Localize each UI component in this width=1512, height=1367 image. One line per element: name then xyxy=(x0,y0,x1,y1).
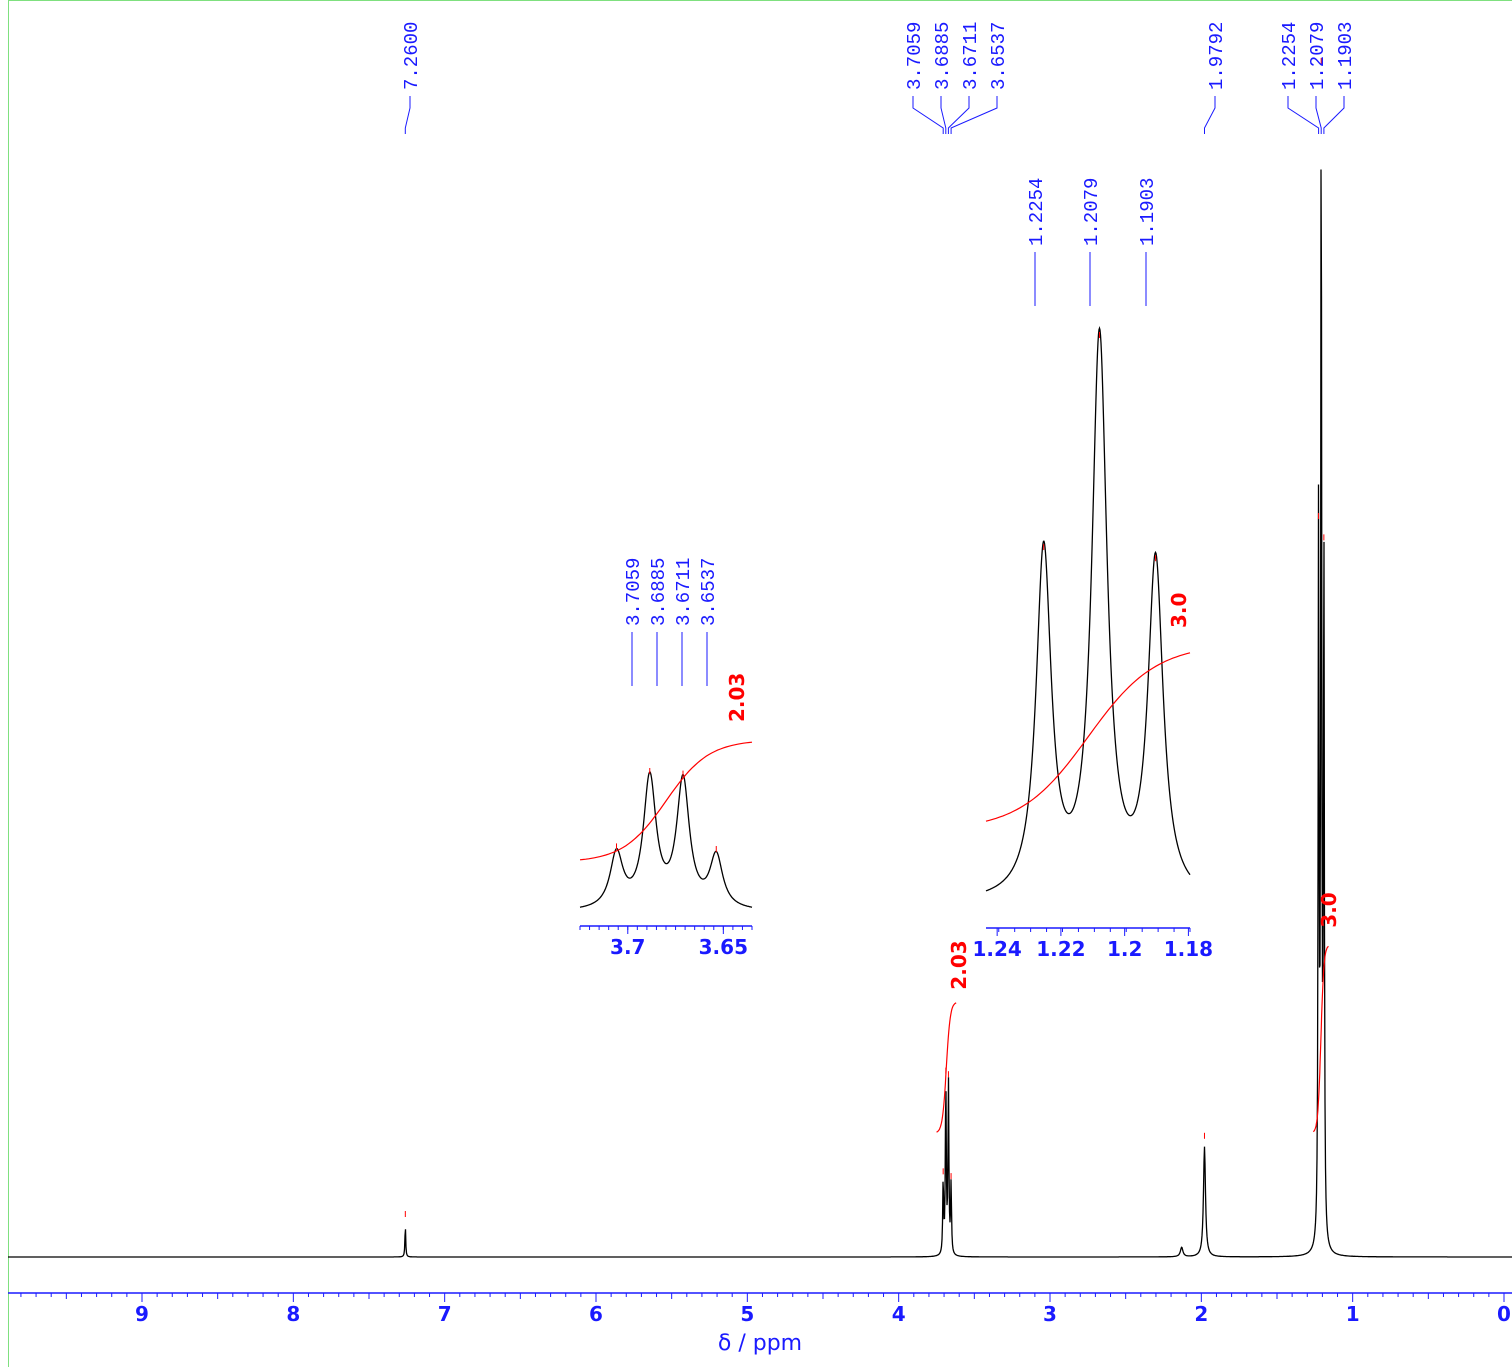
x-tick-label: 0 xyxy=(1497,1302,1511,1326)
x-tick-label: 1 xyxy=(1346,1302,1360,1326)
inset-peak-label: 3.6537 xyxy=(698,558,720,626)
inset-peak-label: 3.7059 xyxy=(623,558,645,626)
inset-ch3: 3.0 1.24 1.22 1.2 1.18 1.2254 1.2079 1.1903 xyxy=(972,178,1213,961)
peak-label-leader xyxy=(912,96,944,134)
inset-peak-label: 1.1903 xyxy=(1137,178,1159,246)
x-axis-title: δ / ppm xyxy=(718,1331,802,1356)
peak-label: 7.2600 xyxy=(401,22,423,90)
integral-value-label: 2.03 xyxy=(947,940,971,989)
inset-integral-label: 3.0 xyxy=(1167,593,1191,628)
integral-curve xyxy=(1312,945,1329,1133)
peak-label-leader xyxy=(1323,96,1345,134)
peak-label-leader xyxy=(950,96,998,134)
x-axis: 9 8 7 6 5 4 3 2 1 0 xyxy=(8,1292,1512,1326)
x-tick-label: 5 xyxy=(740,1302,754,1326)
main-spectrum xyxy=(8,58,1512,1258)
inset-tick-label: 1.2 xyxy=(1107,937,1142,961)
integral-value-label: 3.0 xyxy=(1317,892,1341,927)
x-tick-label: 3 xyxy=(1043,1302,1057,1326)
main-peak-labels: 7.2600 3.7059 3.6885 3.6711 3.6537 1.9792 1.22… xyxy=(401,22,1357,134)
x-tick-label: 7 xyxy=(438,1302,452,1326)
inset-integral-curve xyxy=(985,652,1191,822)
inset-tick-label: 1.18 xyxy=(1164,937,1213,961)
peak-label: 3.7059 xyxy=(904,22,926,90)
x-tick-label: 8 xyxy=(286,1302,300,1326)
main-integrals: 2.03 3.0 xyxy=(936,892,1341,1133)
integral-curve xyxy=(936,1002,957,1133)
peak-label-leader xyxy=(1315,96,1322,134)
peak-label-leader xyxy=(404,96,411,134)
inset-integral-label: 2.03 xyxy=(725,673,749,722)
peak-label: 3.6537 xyxy=(988,22,1010,90)
x-tick-label: 6 xyxy=(589,1302,603,1326)
inset-tick-label: 1.22 xyxy=(1036,937,1085,961)
inset-integral-curve xyxy=(579,741,753,861)
peak-label-leader xyxy=(1204,96,1216,134)
inset-spectrum-trace xyxy=(579,771,753,908)
inset-spectrum-trace xyxy=(985,326,1191,892)
inset-peak-label: 3.6711 xyxy=(673,558,695,626)
x-tick-label: 9 xyxy=(135,1302,149,1326)
peak-label: 3.6885 xyxy=(932,22,954,90)
inset-peak-label: 1.2254 xyxy=(1026,178,1048,246)
peak-label: 1.2254 xyxy=(1279,22,1301,90)
peak-label-leader xyxy=(1287,96,1320,134)
x-tick-label: 2 xyxy=(1194,1302,1208,1326)
inset-tick-label: 3.65 xyxy=(699,935,748,959)
peak-label-leader xyxy=(940,96,947,134)
inset-tick-label: 3.7 xyxy=(610,935,645,959)
peak-label: 1.9792 xyxy=(1206,22,1228,90)
peak-label: 1.2079 xyxy=(1307,22,1329,90)
inset-ch2: 2.03 3.7 3.65 3.7059 3.6885 3.6711 3.6537 xyxy=(579,558,753,959)
peak-label: 3.6711 xyxy=(960,22,982,90)
inset-peak-label: 1.2079 xyxy=(1081,178,1103,246)
peak-label-leader xyxy=(947,96,970,134)
x-tick-label: 4 xyxy=(892,1302,906,1326)
peak-label: 1.1903 xyxy=(1335,22,1357,90)
inset-tick-label: 1.24 xyxy=(972,937,1021,961)
inset-peak-label: 3.6885 xyxy=(648,558,670,626)
plot-frame xyxy=(8,0,1512,1367)
spectrum-trace xyxy=(8,169,1512,1258)
